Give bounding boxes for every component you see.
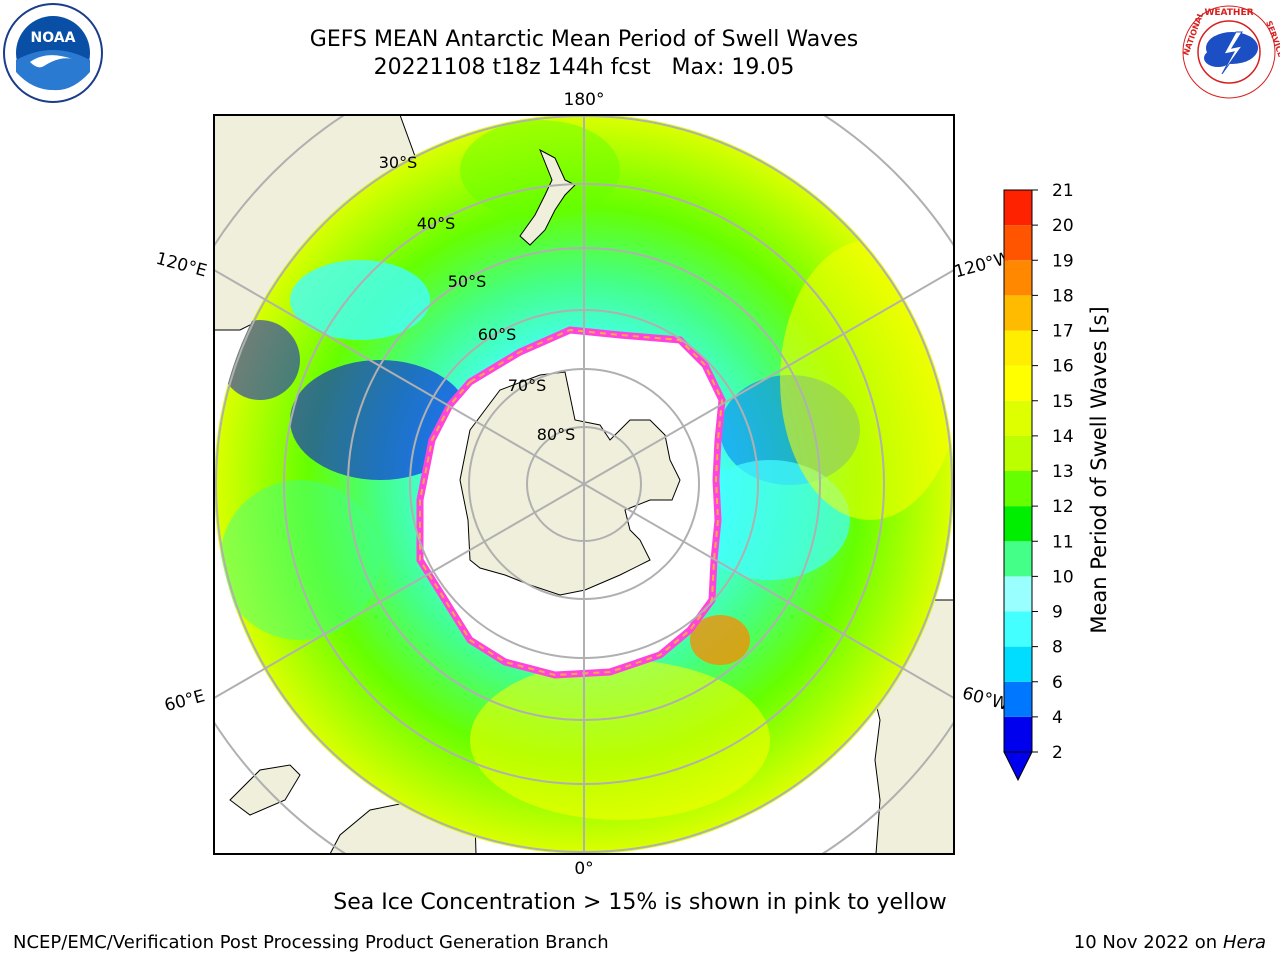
colorbar-tick-label: 19 xyxy=(1052,251,1074,271)
colorbar-segment xyxy=(1004,646,1032,682)
lat-label-30s: 30°S xyxy=(379,153,418,172)
footer-host: Hera xyxy=(1222,932,1266,953)
colorbar-tick-label: 14 xyxy=(1052,427,1074,447)
footer-date-text: 10 Nov 2022 on xyxy=(1073,932,1218,953)
colorbar-segment xyxy=(1004,400,1032,436)
colorbar-tick-label: 9 xyxy=(1052,603,1063,623)
colorbar-tick-label: 17 xyxy=(1052,322,1074,342)
lon-label-180: 180° xyxy=(564,90,605,110)
colorbar-segment xyxy=(1004,506,1032,542)
colorbar-segment xyxy=(1004,576,1032,612)
graticule xyxy=(214,115,954,854)
colorbar-segment xyxy=(1004,471,1032,507)
colorbar-segment xyxy=(1004,260,1032,296)
colorbar-tick-label: 4 xyxy=(1052,708,1063,728)
footer-credit: NCEP/EMC/Verification Post Processing Pr… xyxy=(13,932,609,953)
chart-title: GEFS MEAN Antarctic Mean Period of Swell… xyxy=(309,27,859,52)
colorbar-extend-min xyxy=(1003,751,1033,782)
land-new-zealand xyxy=(519,148,576,246)
colorbar-tick-label: 16 xyxy=(1052,357,1074,377)
footer-date: 10 Nov 2022 on Hera xyxy=(1074,932,1266,953)
colorbar-tick-label: 6 xyxy=(1052,673,1063,693)
colorbar-segment xyxy=(1004,681,1032,717)
colorbar-segment xyxy=(1004,190,1032,226)
colorbar-tick-label: 11 xyxy=(1052,532,1074,552)
colorbar-segment xyxy=(1004,435,1032,471)
sea-ice-note: Sea Ice Concentration > 15% is shown in … xyxy=(333,890,947,915)
colorbar-segment xyxy=(1004,365,1032,401)
sea-ice-inner xyxy=(419,328,724,677)
colorbar-tick-label: 12 xyxy=(1052,497,1074,517)
colorbar-segment xyxy=(1004,611,1032,647)
nws-logo: WEATHER NATIONAL SERVICE xyxy=(1181,4,1280,100)
colorbar-tick-label: 2 xyxy=(1052,743,1063,763)
land-madagascar xyxy=(229,764,301,816)
lat-label-80s: 80°S xyxy=(537,425,576,444)
colorbar-segment xyxy=(1004,330,1032,366)
noaa-logo: NOAA xyxy=(3,3,103,103)
colorbar-tick-label: 8 xyxy=(1052,638,1063,658)
noaa-logo-text: NOAA xyxy=(31,30,76,46)
lat-label-40s: 40°S xyxy=(417,214,456,233)
colorbar-tick-label: 20 xyxy=(1052,216,1074,236)
lat-label-60s: 60°S xyxy=(478,325,517,344)
chart-subtitle: 20221108 t18z 144h fcst Max: 19.05 xyxy=(373,55,795,80)
colorbar-tick-label: 10 xyxy=(1052,567,1074,587)
colorbar-label: Mean Period of Swell Waves [s] xyxy=(1087,306,1111,633)
colorbar-tick-label: 15 xyxy=(1052,392,1074,412)
lat-label-70s: 70°S xyxy=(508,376,547,395)
colorbar-segment xyxy=(1004,225,1032,261)
svg-text:WEATHER: WEATHER xyxy=(1204,8,1253,18)
colorbar-tick-label: 13 xyxy=(1052,462,1074,482)
colorbar-segment xyxy=(1004,541,1032,577)
colorbar-segment xyxy=(1004,716,1032,752)
lat-label-50s: 50°S xyxy=(448,272,487,291)
colorbar-segment xyxy=(1004,295,1032,331)
colorbar-tick-label: 18 xyxy=(1052,286,1074,306)
colorbar-tick-label: 21 xyxy=(1052,181,1074,201)
lon-label-0: 0° xyxy=(574,859,593,879)
